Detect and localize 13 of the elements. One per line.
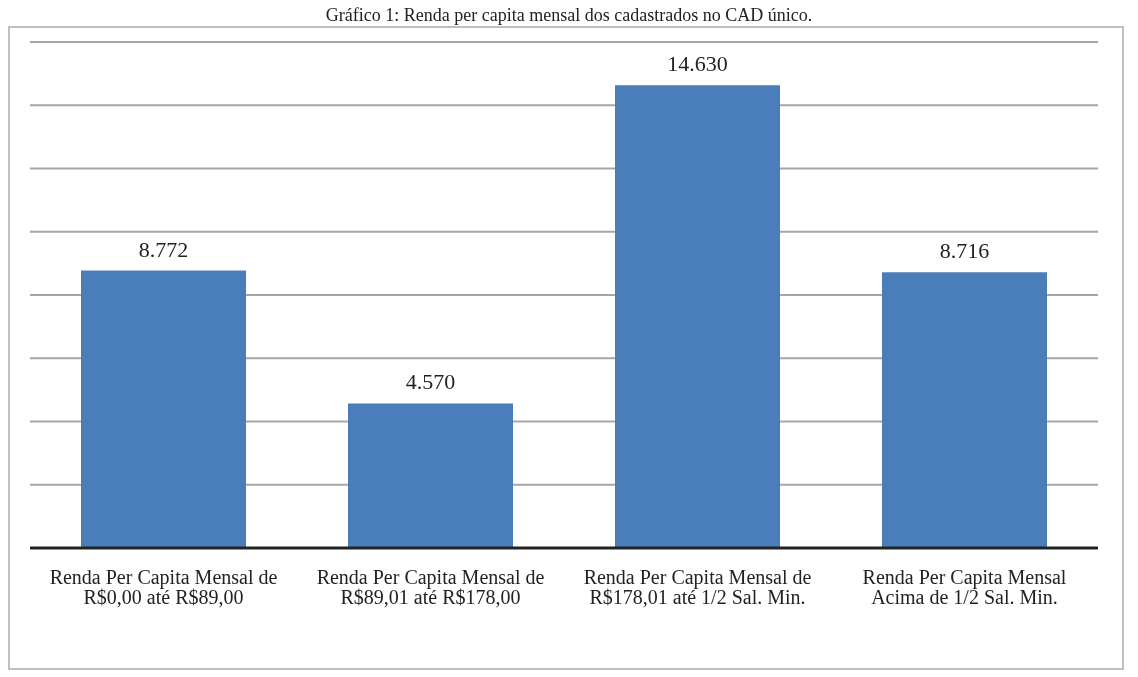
bar <box>615 85 780 548</box>
data-label: 8.772 <box>138 236 189 262</box>
x-tick-label: Renda Per Capita Mensal Acima de 1/2 Sal. Min. <box>862 566 1067 609</box>
chart-title: Gráfico 1: Renda per capita mensal dos cadastrados no CAD único. <box>324 5 814 25</box>
bar <box>348 403 513 548</box>
bar <box>882 272 1047 548</box>
x-tick-label: Renda Per Capita Mensal de R$0,00 até R$89,00 <box>49 566 278 609</box>
x-tick-label: Renda Per Capita Mensal de R$178,01 até 1/2 Sal. Min. <box>583 566 812 609</box>
data-label: 14.630 <box>667 51 728 77</box>
data-label: 8.716 <box>939 238 990 264</box>
bar <box>81 270 246 548</box>
data-label: 4.570 <box>405 369 456 395</box>
x-tick-label: Renda Per Capita Mensal de R$89,01 até R$178,00 <box>316 566 545 609</box>
